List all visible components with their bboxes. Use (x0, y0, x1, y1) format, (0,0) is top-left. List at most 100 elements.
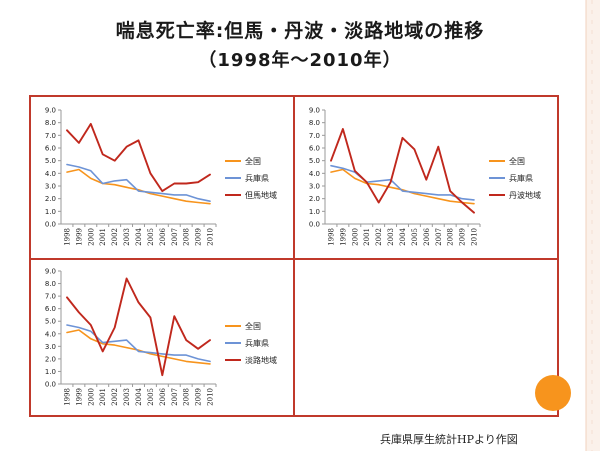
series-line (66, 324, 211, 363)
series-line (66, 277, 211, 377)
y-tick-label: 5.0 (45, 318, 56, 326)
x-tick-label: 2004 (135, 387, 143, 405)
x-tick-label: 2001 (99, 388, 107, 406)
source-credit: 兵庫県厚生統計HPより作図 (380, 433, 518, 446)
y-tick-label: 3.0 (45, 183, 56, 191)
y-tick-label: 3.0 (45, 343, 56, 351)
x-tick-label: 2007 (171, 388, 179, 406)
x-tick-label: 2009 (195, 228, 203, 246)
x-tick-label: 2001 (363, 228, 371, 246)
y-tick-label: 4.0 (45, 330, 56, 338)
x-tick-label: 2007 (435, 228, 443, 246)
legend-label: 全国 (245, 321, 261, 331)
series-line (66, 163, 211, 202)
y-tick-label: 9.0 (45, 268, 56, 276)
legend-label: 但馬地域 (245, 190, 277, 200)
chart-panel-tajima: 0.0 1.0 2.0 3.0 4.0 5.0 6.0 7.0 8.0 9.0 1998 1999 20… (31, 97, 293, 258)
chart-tamba: 0.0 1.0 2.0 3.0 4.0 5.0 6.0 7.0 8.0 9.0 1998 1999 20… (309, 107, 541, 246)
y-tick-label: 8.0 (45, 119, 56, 127)
x-tick-label: 2004 (399, 227, 407, 245)
y-tick-label: 1.0 (45, 208, 56, 216)
chart-grid-divider-horizontal (29, 258, 559, 260)
x-tick-label: 2008 (183, 228, 191, 246)
x-tick-label: 2002 (111, 228, 119, 246)
x-tick-label: 1998 (327, 228, 335, 246)
y-tick-label: 2.0 (45, 195, 56, 203)
chart-grid-divider-vertical (293, 95, 295, 417)
chart-panel-tamba: 0.0 1.0 2.0 3.0 4.0 5.0 6.0 7.0 8.0 9.0 1998 1999 20… (295, 97, 557, 258)
x-tick-label: 2003 (123, 228, 131, 246)
y-tick-label: 6.0 (45, 145, 56, 153)
y-tick-label: 5.0 (45, 157, 56, 165)
x-tick-label: 2000 (87, 228, 95, 246)
series-line (66, 329, 211, 365)
x-tick-label: 2006 (423, 227, 431, 245)
chart-tajima: 0.0 1.0 2.0 3.0 4.0 5.0 6.0 7.0 8.0 9.0 1998 1999 20… (45, 107, 277, 246)
x-tick-label: 2003 (387, 228, 395, 246)
x-tick-label: 2002 (375, 228, 383, 246)
legend-label: 淡路地域 (245, 355, 277, 365)
x-tick-label: 1998 (63, 388, 71, 406)
x-tick-label: 2004 (135, 227, 143, 245)
y-tick-label: 7.0 (45, 293, 56, 301)
x-tick-label: 2000 (351, 228, 359, 246)
x-tick-label: 1999 (75, 228, 83, 246)
x-tick-label: 2005 (147, 388, 155, 406)
y-tick-label: 4.0 (309, 170, 320, 178)
x-tick-label: 2010 (471, 228, 479, 246)
legend-label: 兵庫県 (509, 173, 533, 183)
slide-title: 喘息死亡率:但馬・丹波・淡路地域の推移 (115, 20, 485, 42)
x-tick-label: 2007 (171, 228, 179, 246)
x-tick-label: 2009 (195, 388, 203, 406)
x-tick-label: 2001 (99, 228, 107, 246)
x-tick-label: 2009 (459, 228, 467, 246)
y-tick-label: 8.0 (45, 280, 56, 288)
x-tick-label: 2002 (111, 388, 119, 406)
decorative-orange-circle (535, 375, 571, 411)
y-tick-label: 9.0 (45, 107, 56, 115)
series-line (66, 168, 211, 205)
x-tick-label: 2005 (147, 228, 155, 246)
legend-label: 全国 (245, 156, 261, 166)
y-tick-label: 2.0 (309, 195, 320, 203)
x-tick-label: 2006 (159, 227, 167, 245)
y-tick-label: 2.0 (45, 355, 56, 363)
y-tick-label: 0.0 (309, 221, 320, 229)
x-tick-label: 2005 (411, 228, 419, 246)
series-line (330, 128, 475, 214)
y-tick-label: 5.0 (309, 157, 320, 165)
x-tick-label: 2000 (87, 388, 95, 406)
y-tick-label: 8.0 (309, 119, 320, 127)
legend-label: 兵庫県 (245, 338, 269, 348)
x-tick-label: 1999 (339, 228, 347, 246)
x-tick-label: 2010 (207, 228, 215, 246)
series-line (330, 168, 475, 205)
slide-subtitle: （1998年～2010年） (198, 50, 402, 71)
x-tick-label: 2006 (159, 387, 167, 405)
y-tick-label: 6.0 (309, 145, 320, 153)
series-line (66, 122, 211, 193)
x-tick-label: 2008 (447, 228, 455, 246)
slide-edge-decoration (585, 0, 600, 451)
x-tick-label: 1998 (63, 228, 71, 246)
chart-panel-awaji: 0.0 1.0 2.0 3.0 4.0 5.0 6.0 7.0 8.0 9.0 1998 1999 20… (31, 260, 293, 415)
x-tick-label: 2008 (183, 388, 191, 406)
legend-label: 丹波地域 (509, 190, 541, 200)
chart-awaji: 0.0 1.0 2.0 3.0 4.0 5.0 6.0 7.0 8.0 9.0 1998 1999 20… (45, 268, 277, 406)
y-tick-label: 7.0 (45, 132, 56, 140)
y-tick-label: 0.0 (45, 221, 56, 229)
y-tick-label: 0.0 (45, 381, 56, 389)
y-tick-label: 6.0 (45, 305, 56, 313)
legend-label: 全国 (509, 156, 525, 166)
y-tick-label: 7.0 (309, 132, 320, 140)
x-tick-label: 2003 (123, 388, 131, 406)
y-tick-label: 1.0 (45, 368, 56, 376)
y-tick-label: 1.0 (309, 208, 320, 216)
y-tick-label: 9.0 (309, 107, 320, 115)
y-tick-label: 4.0 (45, 170, 56, 178)
y-tick-label: 3.0 (309, 183, 320, 191)
series-line (330, 164, 475, 201)
x-tick-label: 1999 (75, 388, 83, 406)
legend-label: 兵庫県 (245, 173, 269, 183)
